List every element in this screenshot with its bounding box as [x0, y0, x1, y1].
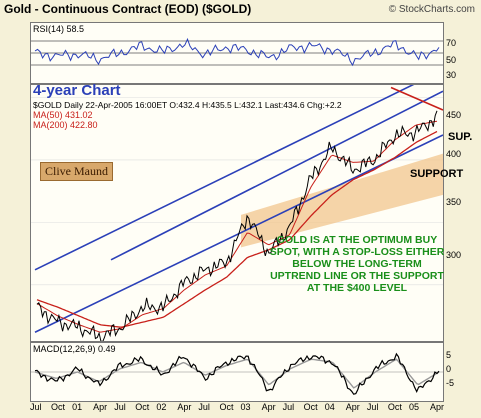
x-tick-label: Jul: [282, 402, 295, 412]
price-panel: [30, 84, 444, 342]
rsi-chart: [31, 37, 443, 67]
macd-label: MACD(12,26,9) 0.49: [33, 344, 116, 354]
x-tick-label: Jul: [198, 402, 210, 412]
quote-line: $GOLD Daily 22-Apr-2005 16:00ET O:432.4 …: [33, 100, 342, 110]
price-line: [36, 110, 438, 341]
x-tick-label: Apr: [93, 402, 108, 412]
support-label: SUPPORT: [410, 168, 464, 180]
copyright: © StockCharts.com: [388, 4, 475, 15]
price-tick-300: 300: [446, 250, 462, 260]
price-tick-450: 450: [446, 110, 462, 120]
x-tick-label: Apr: [177, 402, 192, 412]
rsi-label: RSI(14) 58.5: [33, 24, 85, 34]
price-chart: [31, 85, 443, 341]
x-tick-label: 05: [408, 402, 419, 412]
x-tick-label: Oct: [387, 402, 402, 412]
x-tick-label: Apr: [430, 402, 445, 412]
x-axis: Jul Oct 01 Apr Jul Oct 02 Apr Jul Oct 03 Apr Jul Oct 0…: [30, 402, 445, 416]
x-tick-label: Jul: [30, 402, 42, 412]
ma200-label: MA(200) 422.80: [33, 120, 98, 130]
sup-label: SUP.: [448, 131, 473, 143]
x-tick-label: Jul: [114, 402, 126, 412]
ma50-label: MA(50) 431.02: [33, 110, 93, 120]
rsi-panel: [30, 22, 444, 84]
price-tick-350: 350: [446, 197, 462, 207]
x-tick-label: 02: [156, 402, 167, 412]
analysis-annotation: GOLD IS AT THE OPTIMUM BUY SPOT, WITH A …: [269, 234, 445, 294]
rsi-tick-50: 50: [446, 55, 457, 65]
channel-middle: [34, 85, 415, 271]
x-tick-label: Oct: [51, 402, 66, 412]
chart-title: Gold - Continuous Contract (EOD) ($GOLD): [4, 2, 252, 16]
rsi-tick-70: 70: [446, 38, 457, 48]
x-tick-label: Oct: [135, 402, 150, 412]
x-tick-label: Oct: [303, 402, 318, 412]
resistance-line: [390, 86, 443, 111]
price-tick-400: 400: [446, 149, 462, 159]
rsi-line: [34, 37, 440, 67]
support-zone: [241, 153, 443, 248]
macd-tick-0: 0: [446, 364, 452, 374]
x-tick-label: Apr: [261, 402, 276, 412]
x-tick-label: Jul: [366, 402, 379, 412]
brand-logo: Clive Maund: [40, 162, 113, 181]
rsi-tick-30: 30: [446, 70, 457, 80]
channel-upper: [110, 90, 443, 261]
macd-tick-neg5: -5: [446, 378, 455, 388]
x-tick-label: 01: [72, 402, 83, 412]
x-tick-label: 04: [324, 402, 335, 412]
macd-signal-line: [34, 358, 440, 389]
macd-tick-5: 5: [446, 350, 452, 360]
macd-panel: [30, 342, 444, 402]
x-tick-label: Apr: [345, 402, 360, 412]
macd-line: [34, 352, 440, 395]
ma50-line: [36, 120, 438, 333]
ma200-line: [36, 130, 438, 328]
x-tick-label: 03: [240, 402, 251, 412]
x-tick-label: Oct: [219, 402, 234, 412]
macd-chart: [31, 352, 443, 395]
chart-headline: 4-year Chart: [33, 82, 121, 99]
